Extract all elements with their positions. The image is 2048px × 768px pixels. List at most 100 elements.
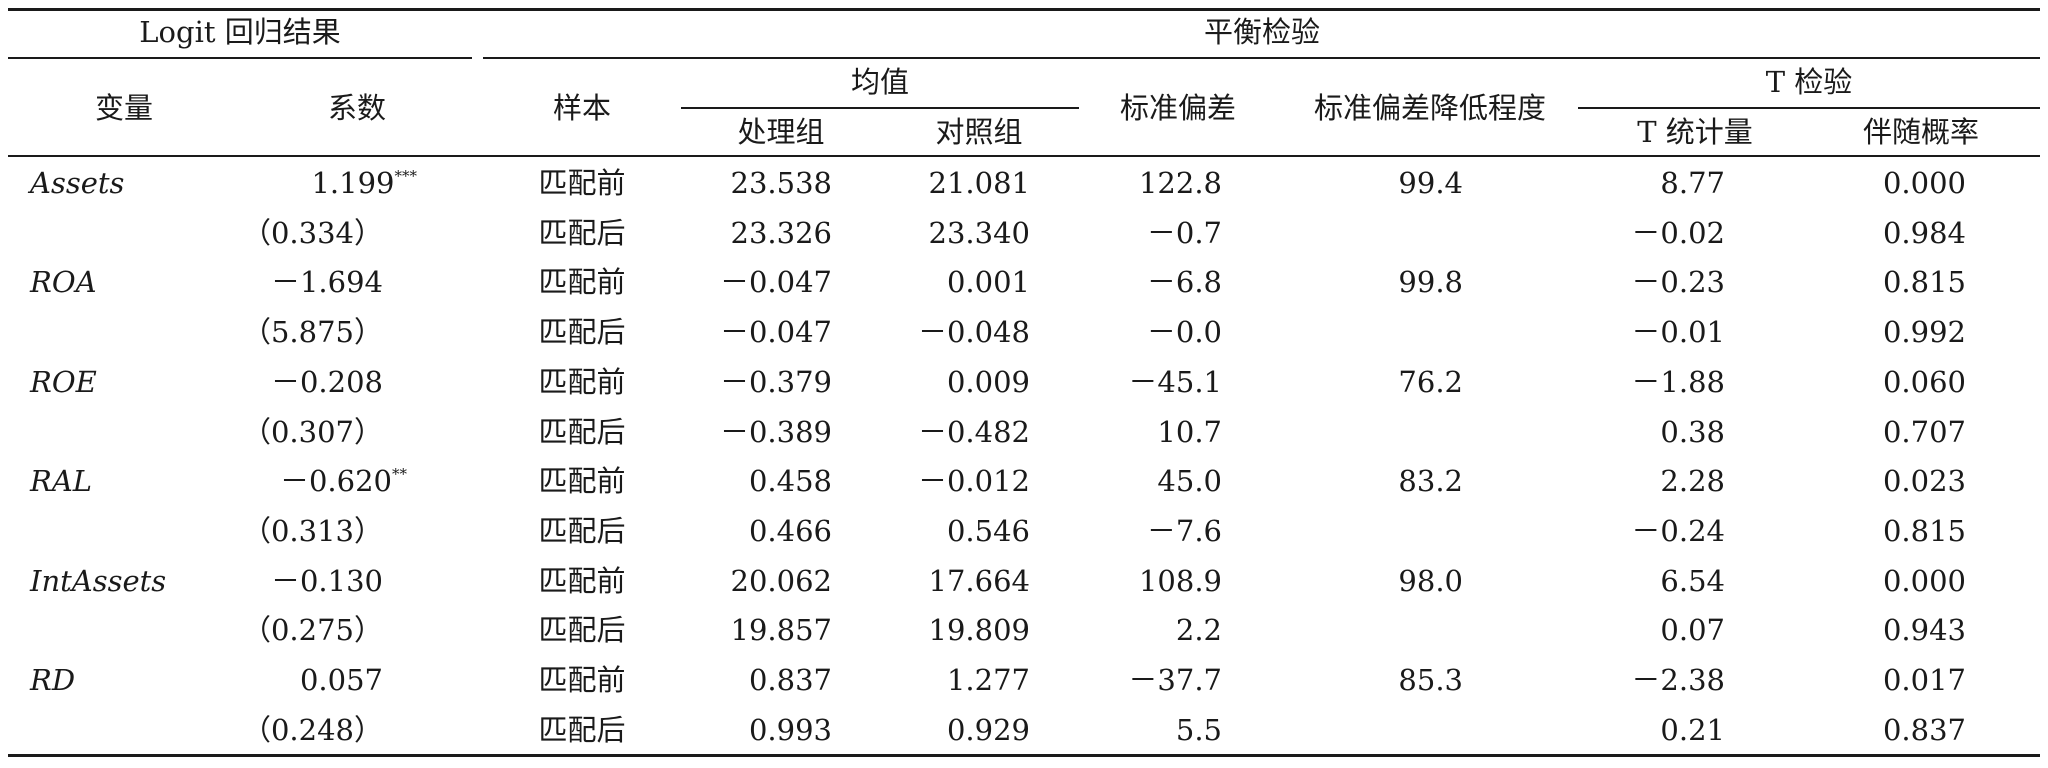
logit-group-rule: [8, 57, 472, 59]
t-stat-cell: 6.54: [1660, 563, 1725, 598]
treated-mean-cell: －0.389: [719, 414, 832, 449]
p-value-cell: 0.815: [1882, 513, 1966, 548]
std-bias-cell: －6.8: [1146, 265, 1222, 300]
mean-group-header: 均值: [850, 65, 910, 99]
t-stat-cell: －0.24: [1631, 513, 1725, 548]
sample-cell: 匹配前: [538, 166, 626, 200]
variable-cell: Assets: [30, 166, 125, 200]
t-stat-cell: －0.02: [1631, 215, 1725, 250]
bias-reduction-cell: 83.2: [1398, 464, 1463, 499]
t-stat-cell: 0.38: [1660, 414, 1725, 449]
coefficient-cell: －0.130: [270, 563, 383, 598]
std-bias-cell: 108.9: [1138, 563, 1222, 598]
t-test-group-header: T 检验: [1765, 65, 1853, 99]
p-value-cell: 0.000: [1882, 563, 1966, 598]
control-mean-cell: 19.809: [928, 613, 1030, 648]
sample-cell: 匹配后: [538, 215, 626, 250]
sample-cell: 匹配后: [538, 513, 626, 548]
control-mean-cell: 0.929: [946, 712, 1030, 747]
t-stat-cell: －1.88: [1631, 364, 1725, 399]
std-bias-cell: 10.7: [1157, 414, 1222, 449]
p-value-header: 伴随概率: [1862, 115, 1980, 149]
t-stat-cell: 2.28: [1660, 464, 1725, 499]
treated-mean-cell: 20.062: [730, 563, 832, 598]
sample-cell: 匹配后: [538, 712, 626, 747]
std-bias-cell: －0.7: [1146, 215, 1222, 250]
coefficient-cell: （5.875）: [241, 315, 383, 350]
t-stat-cell: －2.38: [1631, 663, 1725, 697]
balance-group-rule: [483, 57, 2040, 59]
bottom-rule: [8, 754, 2040, 757]
p-value-cell: 0.837: [1882, 712, 1966, 747]
sample-cell: 匹配后: [538, 613, 626, 648]
p-value-cell: 0.017: [1882, 663, 1966, 697]
treated-mean-cell: －0.047: [719, 265, 832, 300]
control-mean-cell: 0.546: [946, 513, 1030, 548]
sample-cell: 匹配后: [538, 315, 626, 350]
treated-mean-cell: 0.466: [748, 513, 832, 548]
p-value-cell: 0.707: [1882, 414, 1966, 449]
p-value-cell: 0.815: [1882, 265, 1966, 300]
coefficient-cell: （0.275）: [241, 613, 383, 648]
treated-mean-cell: －0.379: [719, 364, 832, 399]
sample-cell: 匹配前: [538, 265, 626, 300]
std-bias-header: 标准偏差: [1119, 91, 1237, 125]
treated-mean-cell: 23.326: [730, 215, 832, 250]
control-mean-cell: －0.048: [917, 315, 1030, 350]
t-test-group-rule: [1578, 107, 2040, 109]
control-mean-cell: －0.482: [917, 414, 1030, 449]
control-mean-cell: 0.009: [946, 364, 1030, 399]
std-bias-cell: 5.5: [1175, 712, 1222, 747]
p-value-cell: 0.000: [1882, 166, 1966, 200]
t-stat-cell: 0.07: [1660, 613, 1725, 648]
control-mean-cell: －0.012: [917, 464, 1030, 499]
t-stat-cell: 8.77: [1660, 166, 1725, 200]
logit-group-header: Logit 回归结果: [139, 15, 341, 49]
variable-cell: RD: [30, 663, 76, 697]
control-mean-cell: 1.277: [946, 663, 1030, 697]
p-value-cell: 0.060: [1882, 364, 1966, 399]
sample-cell: 匹配后: [538, 414, 626, 449]
bias-reduction-header: 标准偏差降低程度: [1313, 91, 1547, 125]
p-value-cell: 0.984: [1882, 215, 1966, 250]
control-mean-cell: 21.081: [928, 166, 1030, 200]
sample-header: 样本: [552, 91, 612, 125]
coefficient-cell: －1.694: [270, 265, 383, 300]
coefficient-header: 系数: [327, 91, 387, 125]
bias-reduction-cell: 99.8: [1398, 265, 1463, 300]
significance-stars: ***: [394, 167, 418, 185]
bias-reduction-cell: 98.0: [1398, 563, 1463, 598]
sample-cell: 匹配前: [538, 364, 626, 399]
variable-cell: ROA: [30, 265, 97, 300]
variable-cell: IntAssets: [30, 563, 167, 598]
std-bias-cell: 2.2: [1175, 613, 1222, 648]
t-stat-cell: 0.21: [1660, 712, 1725, 747]
bias-reduction-cell: 85.3: [1398, 663, 1463, 697]
t-stat-header: T 统计量: [1637, 115, 1753, 149]
treated-mean-cell: 0.837: [748, 663, 832, 697]
coefficient-cell: （0.313）: [241, 513, 383, 548]
sample-cell: 匹配前: [538, 464, 626, 499]
p-value-cell: 0.992: [1882, 315, 1966, 350]
std-bias-cell: －7.6: [1146, 513, 1222, 548]
bias-reduction-cell: 76.2: [1398, 364, 1463, 399]
p-value-cell: 0.023: [1882, 464, 1966, 499]
control-mean-cell: 23.340: [928, 215, 1030, 250]
control-mean-cell: 0.001: [946, 265, 1030, 300]
balance-group-header: 平衡检验: [1203, 15, 1321, 49]
std-bias-cell: 45.0: [1157, 464, 1222, 499]
std-bias-cell: －37.7: [1128, 663, 1222, 697]
std-bias-cell: －0.0: [1146, 315, 1222, 350]
treated-header: 处理组: [737, 115, 825, 149]
coefficient-cell: －0.208: [270, 364, 383, 399]
variable-cell: ROE: [30, 364, 97, 399]
sample-cell: 匹配前: [538, 563, 626, 598]
coefficient-cell: （0.334）: [241, 215, 383, 250]
treated-mean-cell: 0.993: [748, 712, 832, 747]
mean-group-rule: [681, 107, 1079, 109]
sample-cell: 匹配前: [538, 663, 626, 697]
bias-reduction-cell: 99.4: [1398, 166, 1463, 200]
std-bias-cell: 122.8: [1138, 166, 1222, 200]
treated-mean-cell: －0.047: [719, 315, 832, 350]
